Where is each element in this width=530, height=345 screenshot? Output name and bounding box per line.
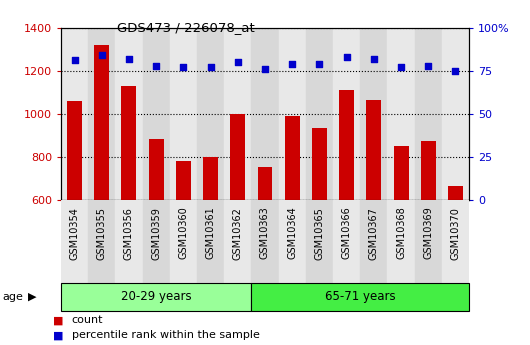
Bar bbox=[421, 141, 436, 329]
Bar bbox=[394, 146, 409, 329]
Text: age: age bbox=[3, 292, 23, 302]
Bar bbox=[306, 28, 333, 200]
Text: GSM10354: GSM10354 bbox=[69, 207, 80, 259]
Text: GSM10365: GSM10365 bbox=[314, 207, 324, 259]
Bar bbox=[333, 28, 360, 200]
Bar bbox=[387, 28, 414, 200]
Point bbox=[70, 58, 79, 63]
Bar bbox=[224, 28, 251, 200]
Bar bbox=[61, 200, 88, 283]
Bar bbox=[258, 167, 272, 329]
Text: percentile rank within the sample: percentile rank within the sample bbox=[72, 331, 259, 340]
Bar bbox=[67, 101, 82, 329]
Point bbox=[179, 65, 188, 70]
Text: GSM10370: GSM10370 bbox=[450, 207, 461, 259]
Text: 20-29 years: 20-29 years bbox=[121, 290, 191, 303]
Point bbox=[152, 63, 161, 68]
Text: ■: ■ bbox=[53, 315, 64, 325]
Bar bbox=[94, 45, 109, 329]
Text: GSM10362: GSM10362 bbox=[233, 207, 243, 259]
Point bbox=[397, 65, 405, 70]
Bar bbox=[339, 90, 354, 329]
Bar bbox=[251, 28, 279, 200]
Point bbox=[451, 68, 460, 73]
Bar bbox=[285, 116, 299, 329]
Bar bbox=[224, 200, 251, 283]
Bar bbox=[170, 200, 197, 283]
Bar bbox=[197, 200, 224, 283]
Point bbox=[369, 56, 378, 61]
Text: ▶: ▶ bbox=[28, 292, 36, 302]
Bar bbox=[143, 28, 170, 200]
Text: GSM10355: GSM10355 bbox=[97, 207, 107, 260]
Point bbox=[315, 61, 324, 67]
Text: GSM10368: GSM10368 bbox=[396, 207, 406, 259]
Text: GSM10356: GSM10356 bbox=[124, 207, 134, 259]
Text: GSM10366: GSM10366 bbox=[342, 207, 351, 259]
Text: count: count bbox=[72, 315, 103, 325]
Bar bbox=[170, 28, 197, 200]
Bar bbox=[61, 283, 251, 310]
Bar bbox=[333, 200, 360, 283]
Bar bbox=[88, 28, 116, 200]
Point bbox=[342, 54, 351, 60]
Bar bbox=[251, 200, 279, 283]
Bar bbox=[88, 200, 116, 283]
Bar bbox=[149, 139, 164, 329]
Bar bbox=[360, 200, 387, 283]
Bar bbox=[387, 200, 414, 283]
Bar bbox=[366, 100, 381, 329]
Bar bbox=[360, 28, 387, 200]
Bar bbox=[116, 28, 143, 200]
Bar bbox=[306, 200, 333, 283]
Bar bbox=[116, 200, 143, 283]
Text: ■: ■ bbox=[53, 331, 64, 340]
Text: GSM10360: GSM10360 bbox=[179, 207, 188, 259]
Text: GSM10363: GSM10363 bbox=[260, 207, 270, 259]
Bar bbox=[203, 157, 218, 329]
Point bbox=[234, 59, 242, 65]
Point bbox=[206, 65, 215, 70]
Text: GSM10359: GSM10359 bbox=[151, 207, 161, 259]
Text: 65-71 years: 65-71 years bbox=[325, 290, 395, 303]
Bar bbox=[61, 28, 88, 200]
Bar bbox=[414, 28, 442, 200]
Bar bbox=[251, 283, 469, 310]
Bar bbox=[442, 200, 469, 283]
Bar bbox=[448, 186, 463, 329]
Point bbox=[424, 63, 432, 68]
Point bbox=[98, 52, 106, 58]
Text: GSM10364: GSM10364 bbox=[287, 207, 297, 259]
Bar bbox=[414, 200, 442, 283]
Point bbox=[288, 61, 296, 67]
Bar bbox=[121, 86, 136, 329]
Point bbox=[125, 56, 133, 61]
Bar bbox=[176, 161, 191, 329]
Bar bbox=[197, 28, 224, 200]
Bar bbox=[231, 114, 245, 329]
Bar bbox=[442, 28, 469, 200]
Point bbox=[261, 66, 269, 72]
Text: GSM10361: GSM10361 bbox=[206, 207, 216, 259]
Bar bbox=[312, 128, 327, 329]
Bar bbox=[143, 200, 170, 283]
Bar bbox=[279, 200, 306, 283]
Text: GSM10367: GSM10367 bbox=[369, 207, 379, 259]
Bar bbox=[279, 28, 306, 200]
Text: GSM10369: GSM10369 bbox=[423, 207, 433, 259]
Text: GDS473 / 226078_at: GDS473 / 226078_at bbox=[117, 21, 254, 34]
